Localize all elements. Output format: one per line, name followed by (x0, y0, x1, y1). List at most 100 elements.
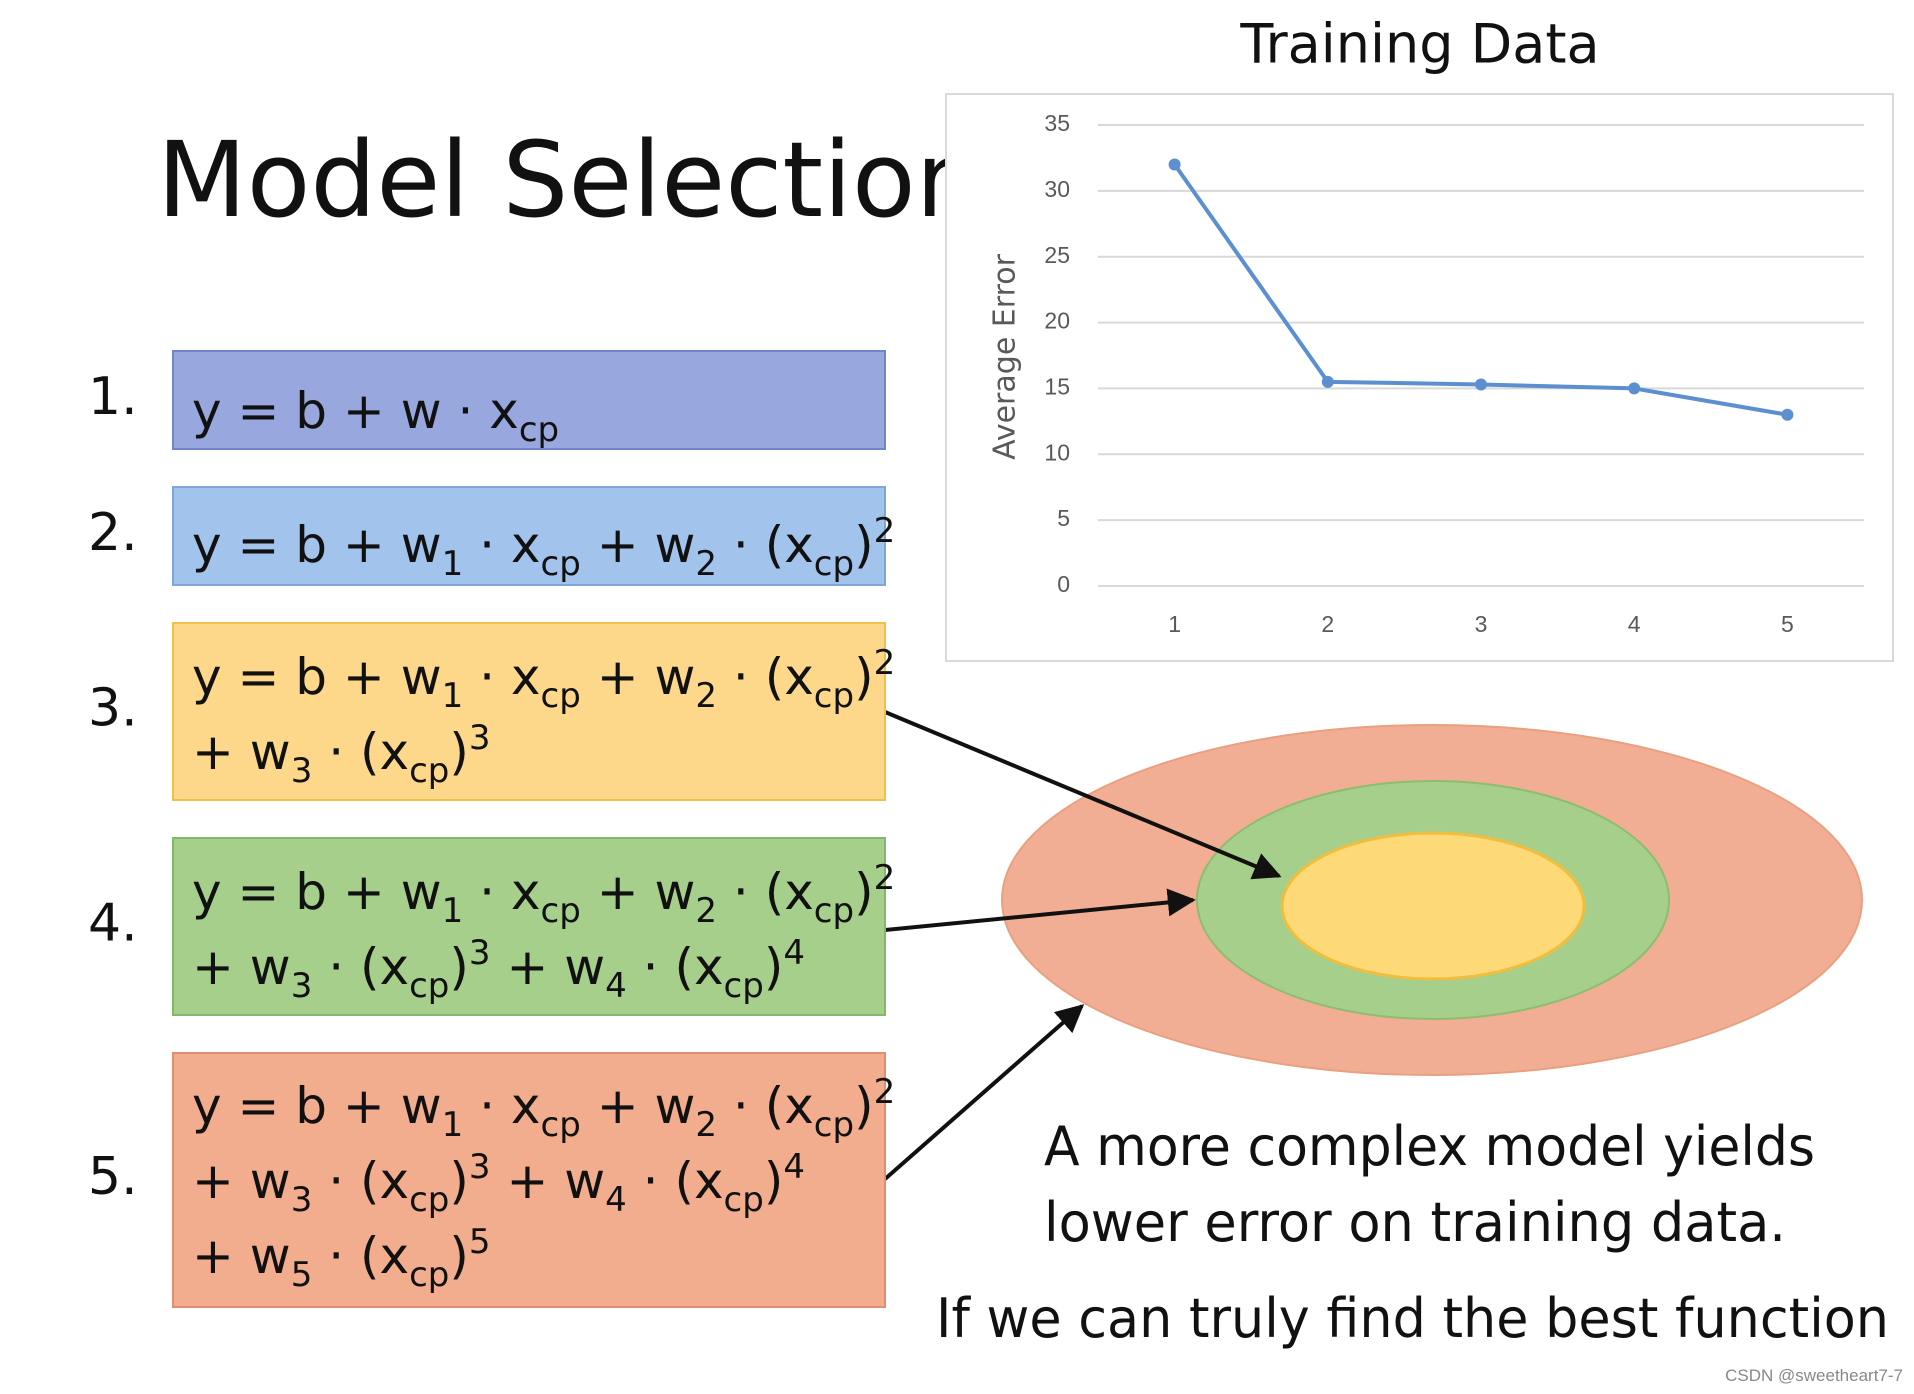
equation-term: cp (814, 891, 854, 931)
equation-term: 3 (291, 966, 313, 1006)
equation-line: + w3 · (xcp)3 (192, 718, 491, 791)
equation-term: y = b + w · x (192, 382, 519, 440)
equation-term: 1 (442, 1105, 464, 1145)
y-tick-label: 30 (1044, 176, 1070, 202)
data-point (1321, 375, 1334, 388)
equation-box (172, 1052, 886, 1308)
equation-line: + w3 · (xcp)3 + w4 · (xcp)4 (192, 1147, 805, 1220)
equation-number: 5. (88, 1147, 138, 1207)
equation-term: · x (463, 863, 540, 921)
equation-term: · (x (717, 863, 814, 921)
equation-line: y = b + w1 · xcp + w2 · (xcp)2 (192, 1072, 895, 1145)
equation-term: 2 (695, 891, 717, 931)
slide-title: Model Selection (157, 119, 982, 241)
equation-term: cp (814, 544, 854, 584)
equation-term: ) (854, 1077, 874, 1135)
equation-term: 2 (695, 1105, 717, 1145)
equation-term: 5 (291, 1255, 313, 1295)
equation-term: 4 (783, 1147, 805, 1187)
equation-term: 3 (469, 933, 491, 973)
equation-term: cp (541, 676, 581, 716)
equation-term: cp (724, 966, 764, 1006)
equation-term: ) (764, 1152, 784, 1210)
arrow (883, 1004, 1085, 1181)
x-tick-label: 3 (1475, 611, 1488, 637)
y-tick-label: 10 (1044, 439, 1070, 465)
equation-term: ) (449, 1227, 469, 1285)
equation-term: + w (491, 938, 606, 996)
y-tick-label: 15 (1044, 374, 1070, 400)
equation-term: 3 (469, 1147, 491, 1187)
equation-term: · (x (717, 648, 814, 706)
equation-term: ) (854, 863, 874, 921)
equation-box (172, 837, 886, 1016)
equation-term: y = b + w (192, 1077, 442, 1135)
equation-term: · (x (717, 1077, 814, 1135)
equation-term: ) (854, 516, 874, 574)
equation-term: + w (491, 1152, 606, 1210)
equation-term: ) (449, 723, 469, 781)
inner-set (1280, 831, 1586, 981)
equation-term: 3 (291, 751, 313, 791)
equation-term: 1 (442, 891, 464, 931)
equation-number: 2. (88, 503, 138, 563)
x-tick-label: 2 (1321, 611, 1334, 637)
equation-term: · (x (312, 1227, 409, 1285)
equation-line: + w5 · (xcp)5 (192, 1222, 491, 1295)
equation-term: cp (814, 1105, 854, 1145)
y-tick-label: 20 (1044, 308, 1070, 334)
y-tick-label: 25 (1044, 242, 1070, 268)
data-point (1781, 408, 1794, 421)
equation-term: 2 (695, 544, 717, 584)
equation-term: cp (409, 751, 449, 791)
equation-term: 2 (874, 1072, 896, 1112)
chart-frame (945, 93, 1894, 662)
equation-term: ) (449, 938, 469, 996)
equation-line: y = b + w1 · xcp + w2 · (xcp)2 (192, 511, 895, 584)
x-tick-label: 5 (1781, 611, 1794, 637)
equation-term: 2 (874, 511, 896, 551)
y-axis-label: Average Error (988, 253, 1023, 460)
equation-box (172, 622, 886, 801)
equation-term: ) (449, 1152, 469, 1210)
equation-term: · x (463, 1077, 540, 1135)
equation-term: y = b + w (192, 516, 442, 574)
y-tick-label: 5 (1057, 505, 1070, 531)
equation-term: + w (192, 723, 291, 781)
data-point (1475, 378, 1487, 391)
equation-term: + w (192, 1152, 291, 1210)
equation-term: cp (541, 544, 581, 584)
equation-line: y = b + w1 · xcp + w2 · (xcp)2 (192, 858, 895, 931)
x-tick-label: 4 (1628, 611, 1641, 637)
equation-number: 1. (88, 367, 138, 427)
equation-term: · (x (312, 938, 409, 996)
equation-number: 3. (88, 679, 138, 739)
data-point (1168, 158, 1181, 171)
equation-term: cp (541, 1105, 581, 1145)
equation-term: 3 (291, 1180, 313, 1220)
y-tick-label: 0 (1057, 571, 1070, 597)
equation-term: · x (463, 516, 540, 574)
equation-term: y = b + w (192, 648, 442, 706)
x-tick-label: 1 (1168, 611, 1181, 637)
equation-term: 5 (469, 1222, 491, 1262)
equation-term: cp (409, 1255, 449, 1295)
caption-line: lower error on training data. (1044, 1191, 1786, 1254)
equation-term: 1 (442, 676, 464, 716)
equation-term: cp (814, 676, 854, 716)
equation-term: + w (581, 516, 696, 574)
equation-term: cp (541, 891, 581, 931)
equation-term: 3 (469, 718, 491, 758)
equation-term: · (x (717, 516, 814, 574)
equation-term: 1 (442, 544, 464, 584)
equation-line: + w3 · (xcp)3 + w4 · (xcp)4 (192, 933, 805, 1006)
equation-term: · (x (627, 938, 724, 996)
equation-box (172, 486, 886, 586)
watermark: CSDN @sweetheart7-7 (1725, 1366, 1903, 1385)
y-tick-label: 35 (1044, 110, 1070, 136)
equation-term: cp (409, 966, 449, 1006)
equation-term: · (x (627, 1152, 724, 1210)
caption-line: A more complex model yields (1044, 1115, 1815, 1178)
note: If we can truly find the best function (936, 1287, 1889, 1350)
